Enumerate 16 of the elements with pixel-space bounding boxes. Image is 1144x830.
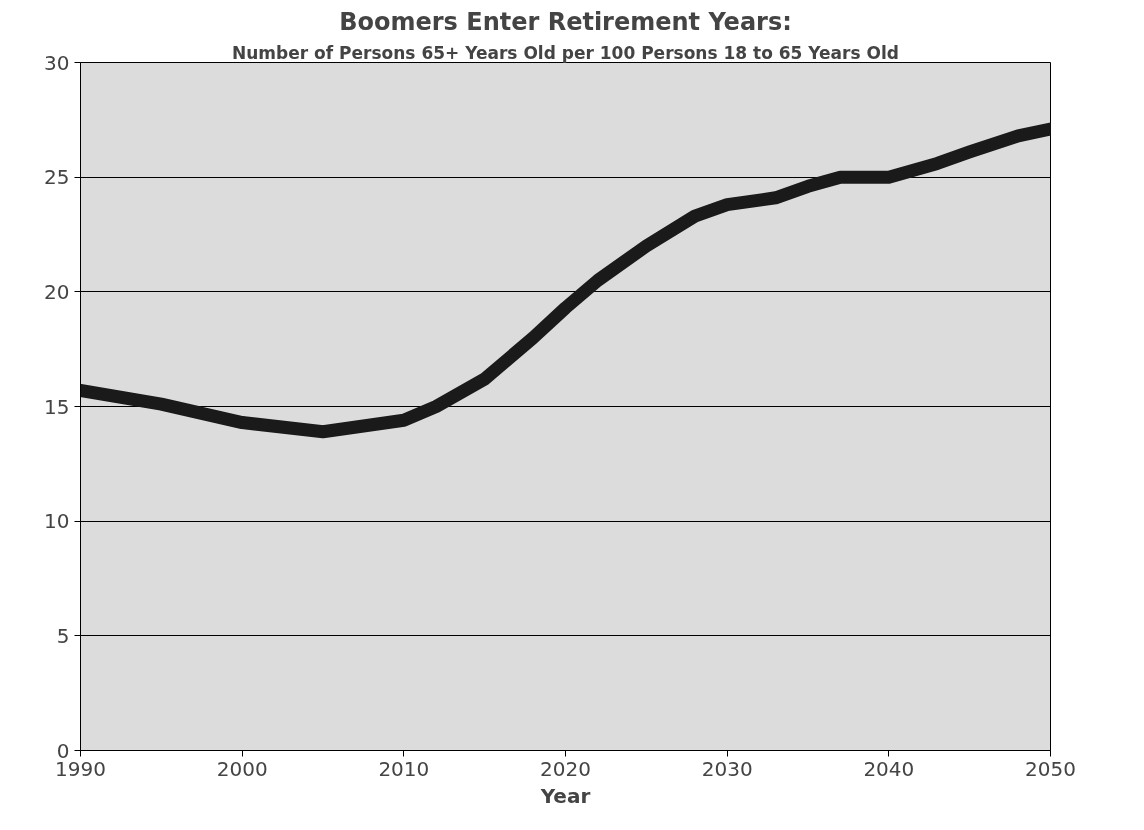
- y-tick-label: 25: [44, 165, 70, 190]
- x-tick-label: 2010: [378, 756, 430, 781]
- y-tick-label: 20: [44, 279, 70, 304]
- y-tick-label: 15: [44, 394, 70, 419]
- x-axis-title: Year: [539, 783, 591, 808]
- y-tick-label: 5: [56, 623, 70, 648]
- x-tick-label: 2030: [701, 756, 753, 781]
- chart-title: Boomers Enter Retirement Years:: [339, 7, 792, 36]
- x-tick-label: 2020: [540, 756, 591, 781]
- x-tick-label: 2040: [863, 756, 915, 781]
- x-tick-label: 2000: [216, 756, 268, 781]
- x-tick-label: 2050: [1025, 756, 1076, 781]
- y-tick-label: 30: [44, 50, 70, 75]
- y-tick-label: 0: [56, 738, 70, 763]
- chart-subtitle: Number of Persons 65+ Years Old per 100 Persons 18 to 65 Years Old: [232, 42, 899, 63]
- y-tick-label: 10: [44, 509, 70, 534]
